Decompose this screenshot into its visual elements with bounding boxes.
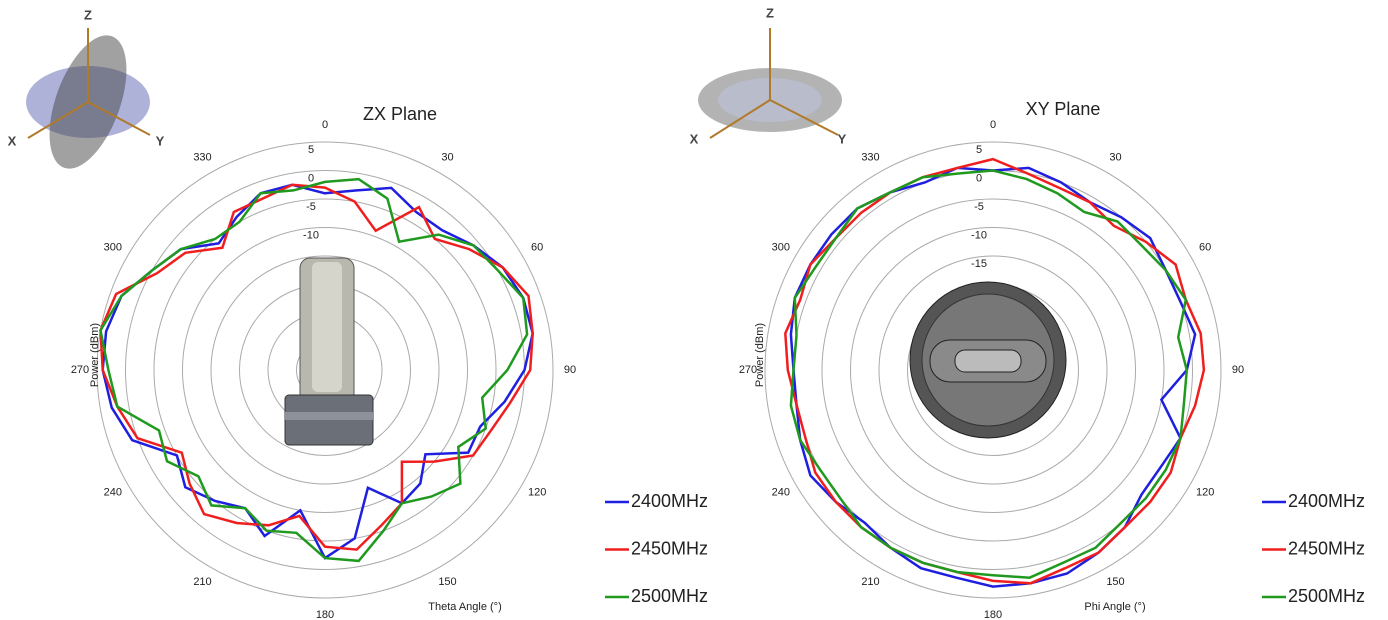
- legend-label: 2450MHz: [1288, 538, 1365, 558]
- grid-ring: [96, 141, 554, 599]
- orientation-label: Z: [766, 5, 774, 20]
- angle-tick-label: 150: [1106, 576, 1124, 588]
- angle-tick-label: 300: [772, 241, 790, 253]
- angle-tick-label: 0: [322, 119, 328, 131]
- angle-tick-label: 120: [528, 486, 546, 498]
- r-tick-label: -5: [306, 201, 316, 213]
- legend-label: 2400MHz: [1288, 491, 1365, 511]
- angle-tick-label: 60: [531, 241, 543, 253]
- orientation-label: Z: [84, 7, 92, 22]
- grid-ring: [821, 198, 1165, 542]
- series-line: [99, 177, 529, 563]
- legend-label: 2500MHz: [631, 586, 708, 606]
- chart-title: ZX Plane: [363, 104, 437, 124]
- legend-label: 2450MHz: [631, 538, 708, 558]
- chart-title: XY Plane: [1026, 99, 1101, 119]
- r-tick-label: 0: [976, 172, 982, 184]
- r-axis-label: Power (dBm): [754, 323, 766, 387]
- grid-ring: [210, 255, 440, 485]
- r-tick-label: -5: [974, 201, 984, 213]
- angle-tick-label: 270: [71, 364, 89, 376]
- r-tick-label: 5: [976, 144, 982, 156]
- angle-tick-label: 210: [193, 576, 211, 588]
- angle-tick-label: 30: [1109, 152, 1121, 164]
- series-line: [784, 157, 1206, 585]
- grid-ring: [153, 198, 497, 542]
- orientation-label: Y: [156, 133, 165, 148]
- angle-tick-label: 150: [438, 576, 456, 588]
- grid-ring: [764, 141, 1222, 599]
- r-tick-label: 5: [308, 144, 314, 156]
- angle-tick-label: 330: [193, 152, 211, 164]
- theta-axis-label: Theta Angle (°): [428, 601, 502, 613]
- orientation-label: Y: [838, 131, 847, 146]
- angle-tick-label: 300: [104, 241, 122, 253]
- angle-tick-label: 90: [564, 364, 576, 376]
- r-axis-label: Power (dBm): [89, 323, 101, 387]
- antenna-top-image: [909, 281, 1067, 439]
- angle-tick-label: 180: [984, 609, 1002, 620]
- legend-label: 2400MHz: [631, 491, 708, 511]
- angle-tick-label: 240: [772, 486, 790, 498]
- series-line: [789, 169, 1189, 579]
- orientation-label: X: [690, 131, 699, 146]
- angle-tick-label: 210: [861, 576, 879, 588]
- r-tick-label: -10: [971, 229, 987, 241]
- orientation-label: X: [8, 133, 17, 148]
- angle-tick-label: 0: [990, 119, 996, 131]
- angle-tick-label: 240: [104, 486, 122, 498]
- r-tick-label: 0: [308, 172, 314, 184]
- theta-axis-label: Phi Angle (°): [1084, 601, 1145, 613]
- grid-ring: [182, 227, 468, 513]
- series-line: [99, 183, 534, 551]
- angle-tick-label: 30: [441, 152, 453, 164]
- orientation-icon: [698, 28, 842, 139]
- orientation-icon: [26, 28, 151, 169]
- grid-ring: [850, 227, 1136, 513]
- angle-tick-label: 120: [1196, 486, 1214, 498]
- overlay: Power (dBm) Z X Y 2400MHz 2450MHz 2500MHz Power…: [8, 5, 1365, 605]
- antenna-side-image: [284, 257, 374, 446]
- angle-tick-label: 270: [739, 364, 757, 376]
- angle-tick-label: 330: [861, 152, 879, 164]
- angle-tick-label: 60: [1199, 241, 1211, 253]
- r-tick-label: -10: [303, 229, 319, 241]
- grid-ring: [878, 255, 1108, 485]
- angle-tick-label: 90: [1232, 364, 1244, 376]
- angle-tick-label: 180: [316, 609, 334, 620]
- legend-label: 2500MHz: [1288, 586, 1365, 606]
- r-tick-label: -15: [971, 258, 987, 270]
